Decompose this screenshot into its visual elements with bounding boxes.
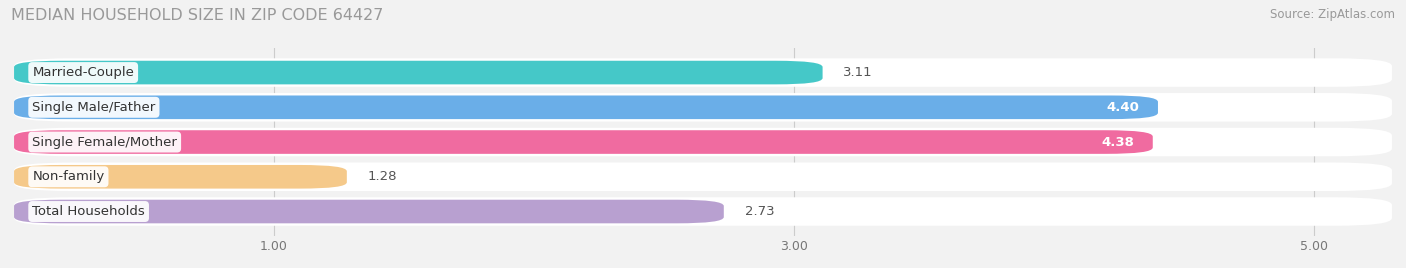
Text: Single Female/Mother: Single Female/Mother (32, 136, 177, 148)
Text: Non-family: Non-family (32, 170, 104, 183)
Text: Single Male/Father: Single Male/Father (32, 101, 156, 114)
FancyBboxPatch shape (14, 95, 1159, 119)
FancyBboxPatch shape (14, 162, 1392, 191)
FancyBboxPatch shape (14, 93, 1392, 122)
Text: MEDIAN HOUSEHOLD SIZE IN ZIP CODE 64427: MEDIAN HOUSEHOLD SIZE IN ZIP CODE 64427 (11, 8, 384, 23)
Text: 4.40: 4.40 (1107, 101, 1140, 114)
Text: Total Households: Total Households (32, 205, 145, 218)
Text: 2.73: 2.73 (745, 205, 775, 218)
FancyBboxPatch shape (14, 128, 1392, 156)
Text: Source: ZipAtlas.com: Source: ZipAtlas.com (1270, 8, 1395, 21)
Text: Married-Couple: Married-Couple (32, 66, 134, 79)
FancyBboxPatch shape (14, 61, 823, 84)
Text: 1.28: 1.28 (367, 170, 396, 183)
FancyBboxPatch shape (14, 165, 347, 189)
Text: 4.38: 4.38 (1102, 136, 1135, 148)
FancyBboxPatch shape (14, 197, 1392, 226)
FancyBboxPatch shape (14, 130, 1153, 154)
Text: 3.11: 3.11 (844, 66, 873, 79)
FancyBboxPatch shape (14, 58, 1392, 87)
FancyBboxPatch shape (14, 200, 724, 223)
